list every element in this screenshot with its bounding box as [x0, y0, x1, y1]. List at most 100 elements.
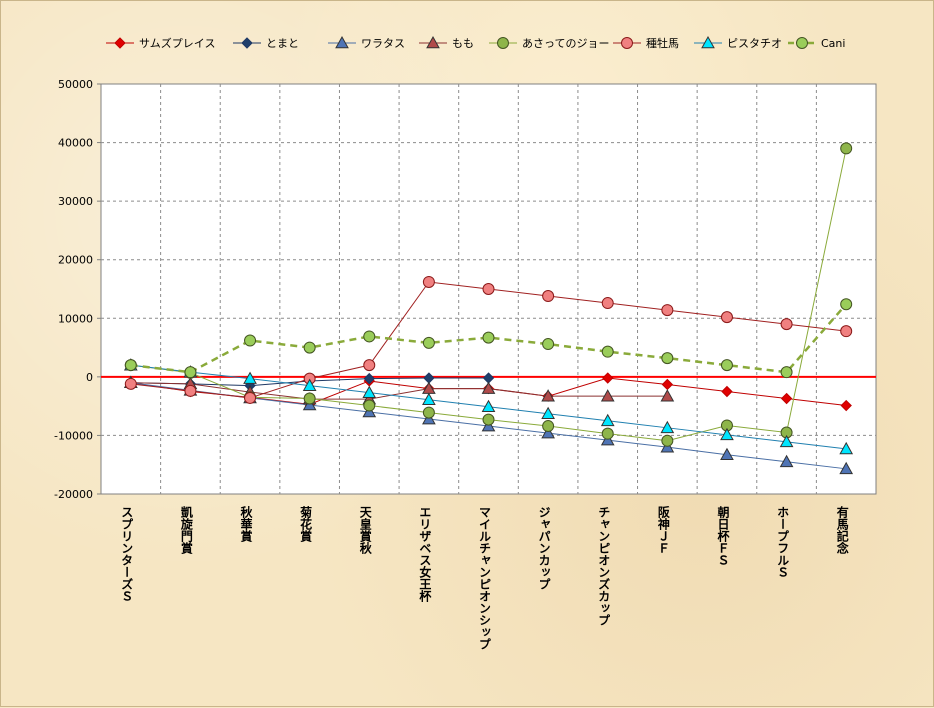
data-point	[661, 434, 674, 447]
legend-label: Cani	[821, 37, 845, 50]
y-tick-label: 40000	[58, 137, 93, 150]
data-point	[720, 427, 734, 441]
data-point	[601, 345, 614, 358]
data-point	[541, 426, 555, 439]
data-point	[601, 427, 614, 440]
data-point	[482, 283, 495, 295]
legend-label: ワラタス	[361, 37, 405, 50]
data-point	[720, 447, 734, 461]
data-point	[779, 454, 794, 468]
legend-item: ワラタス	[328, 35, 405, 50]
legend-label: もも	[452, 37, 474, 50]
legend-item: もも	[419, 35, 474, 50]
data-point	[184, 384, 197, 397]
data-point	[363, 372, 375, 385]
data-point	[600, 389, 615, 402]
data-point	[839, 461, 854, 475]
y-tick-label: -10000	[54, 429, 93, 442]
legend-item: あさってのジョー	[489, 37, 609, 50]
data-point	[840, 325, 853, 338]
y-tick-label: 10000	[58, 312, 93, 325]
legend-item: 種牡馬	[613, 36, 679, 50]
y-tick-label: 50000	[58, 78, 93, 91]
x-tick-label: チャンピオンズカップ	[597, 506, 611, 626]
data-point	[660, 389, 675, 402]
data-point	[302, 378, 317, 391]
legend-label: ピスタチオ	[727, 37, 782, 50]
data-point	[363, 359, 376, 372]
data-point	[363, 330, 376, 343]
series-8	[124, 298, 853, 379]
x-tick-label: 凱旋門賞	[179, 505, 193, 555]
data-point	[720, 311, 733, 324]
data-point	[840, 298, 853, 311]
data-point	[184, 366, 197, 379]
x-tick-label: マイルチャンピオンシップ	[478, 506, 492, 650]
x-tick-label: 朝日杯ＦＳ	[716, 505, 730, 566]
data-point	[840, 399, 852, 412]
data-point	[481, 399, 496, 413]
data-point	[542, 290, 555, 303]
data-point	[303, 392, 316, 405]
legend: サムズプレイス とまと ワラタス もも あさってのジョー 種牡馬 ピスタチオ Cani	[106, 35, 845, 50]
legend-marker	[241, 37, 253, 49]
data-point	[243, 371, 257, 384]
legend-item: Cani	[788, 37, 845, 50]
data-point	[780, 392, 793, 405]
x-tick-label: エリザベス女王杯	[418, 506, 432, 603]
x-tick-label: ホープフルＳ	[776, 506, 790, 578]
data-point	[482, 413, 495, 426]
legend-label: 種牡馬	[646, 36, 679, 50]
data-point	[779, 434, 794, 448]
x-tick-label: 秋華賞	[239, 505, 253, 543]
data-point	[720, 359, 733, 372]
data-point	[541, 389, 555, 402]
data-point	[244, 391, 257, 404]
legend-marker	[796, 37, 808, 49]
data-point	[661, 352, 674, 365]
x-tick-label: 有馬記念	[835, 505, 849, 555]
legend-marker	[621, 37, 633, 49]
legend-marker	[701, 35, 715, 49]
legend-marker	[335, 35, 349, 49]
data-point	[601, 297, 614, 310]
x-tick-label: 菊花賞	[299, 505, 313, 543]
legend-item: とまと	[233, 37, 299, 50]
y-tick-label: 30000	[58, 195, 93, 208]
legend-marker	[114, 37, 126, 49]
data-point	[721, 385, 733, 398]
data-point	[124, 377, 137, 390]
data-point	[422, 392, 436, 405]
legend-label: あさってのジョー	[522, 37, 609, 50]
data-point	[780, 318, 793, 331]
x-tick-label: 阪神ＪＦ	[656, 506, 670, 554]
y-tick-label: 0	[86, 371, 93, 384]
y-tick-label: -20000	[54, 488, 93, 501]
data-point	[422, 406, 435, 419]
legend-item: ピスタチオ	[694, 35, 782, 50]
data-point	[303, 341, 316, 354]
x-tick-label: スプリンターズＳ	[120, 506, 134, 602]
legend-marker	[426, 35, 440, 49]
legend-label: サムズプレイス	[139, 36, 215, 50]
data-point	[839, 441, 854, 455]
legend-label: とまと	[266, 37, 299, 50]
series-7	[123, 358, 854, 455]
data-point	[542, 338, 555, 351]
series-line	[130, 382, 668, 400]
data-point	[840, 142, 853, 155]
data-point	[422, 336, 435, 349]
x-tick-label: 天皇賞秋	[358, 506, 372, 555]
data-point	[600, 413, 615, 427]
data-point	[481, 381, 496, 394]
data-point	[542, 420, 555, 433]
data-point	[244, 334, 257, 347]
data-point	[362, 385, 377, 398]
data-point	[482, 331, 495, 344]
y-tick-label: 20000	[58, 254, 93, 267]
data-point	[422, 275, 435, 288]
data-point	[124, 359, 137, 372]
data-point	[602, 372, 614, 384]
